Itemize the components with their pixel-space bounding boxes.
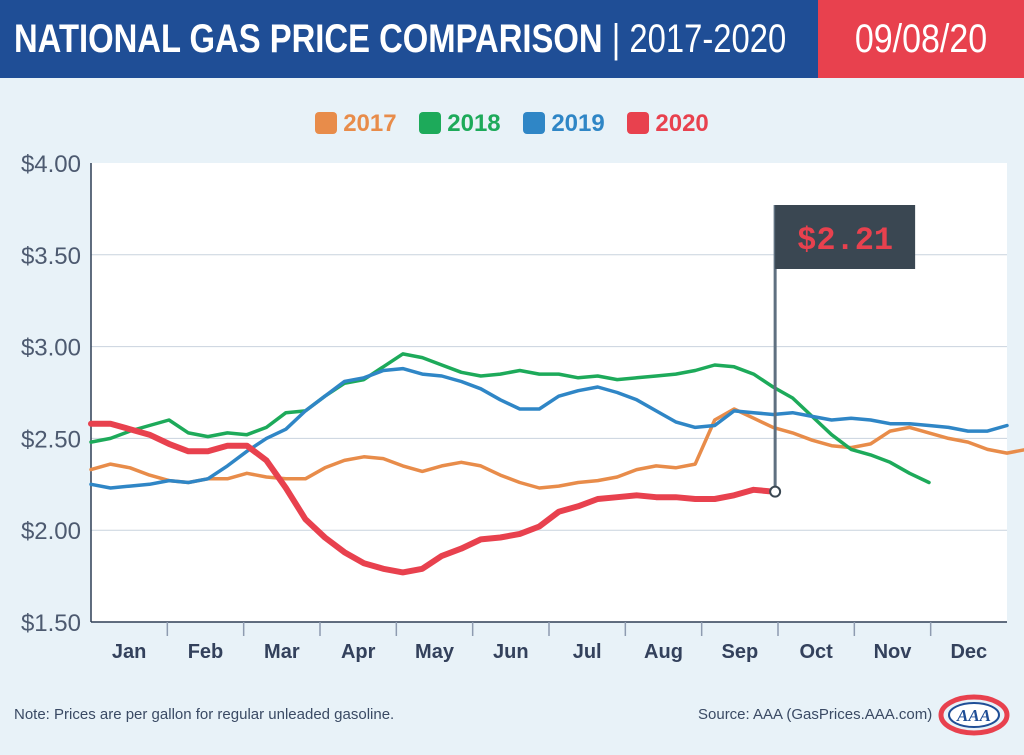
- series-line-2018: [89, 352, 931, 485]
- legend-label-2020: 2020: [655, 110, 709, 137]
- legend-label-2019: 2019: [551, 110, 605, 137]
- aaa-logo: AAA: [938, 694, 1010, 736]
- logo-text: AAA: [956, 706, 991, 725]
- x-tick-label: May: [415, 641, 455, 663]
- legend-item-2017: 2017: [315, 110, 397, 138]
- header-title-bar: NATIONAL GAS PRICE COMPARISON | 2017-202…: [0, 0, 818, 78]
- legend-item-2020: 2020: [627, 110, 709, 138]
- x-tick-label: Jan: [112, 641, 146, 663]
- x-tick-label: Jun: [493, 641, 529, 663]
- legend-swatch-2020: [627, 112, 650, 134]
- current-point-marker: [769, 485, 782, 498]
- chart-legend: 2017 2018 2019 2020: [0, 110, 1024, 138]
- x-tick-label: Dec: [950, 641, 987, 663]
- x-tick-label: Aug: [644, 641, 683, 663]
- x-tick-label: Mar: [264, 641, 300, 663]
- y-tick-label: $3.50: [21, 243, 81, 270]
- legend-label-2017: 2017: [343, 110, 397, 137]
- flag-price-label: $2.21: [797, 222, 893, 259]
- y-tick-label: $2.00: [21, 518, 81, 545]
- legend-label-2018: 2018: [447, 110, 501, 137]
- footnote: Note: Prices are per gallon for regular …: [14, 706, 395, 723]
- legend-swatch-2019: [523, 112, 546, 134]
- flag-box: [775, 205, 916, 269]
- x-tick-label: Jul: [573, 641, 602, 663]
- series-line-2019: [89, 366, 1009, 490]
- page-title: NATIONAL GAS PRICE COMPARISON | 2017-202…: [14, 14, 786, 64]
- legend-item-2018: 2018: [419, 110, 501, 138]
- x-tick-label: Feb: [188, 641, 224, 663]
- header: NATIONAL GAS PRICE COMPARISON | 2017-202…: [0, 0, 1024, 78]
- series-line-2017: [89, 407, 1024, 490]
- legend-swatch-2018: [419, 112, 442, 134]
- source-credit: Source: AAA (GasPrices.AAA.com): [698, 706, 933, 723]
- header-date-bar: 09/08/20: [818, 0, 1024, 78]
- date-label: 09/08/20: [854, 17, 988, 61]
- legend-swatch-2017: [315, 112, 338, 134]
- y-tick-label: $1.50: [21, 610, 81, 637]
- title-separator: |: [611, 17, 621, 61]
- y-tick-label: $4.00: [21, 151, 81, 178]
- y-tick-label: $3.00: [21, 335, 81, 362]
- series-line-2020: [88, 420, 777, 576]
- title-main: NATIONAL GAS PRICE COMPARISON: [14, 17, 603, 61]
- title-years: 2017-2020: [629, 17, 787, 61]
- y-tick-label: $2.50: [21, 426, 81, 453]
- x-tick-label: Sep: [721, 641, 758, 663]
- x-tick-label: Apr: [341, 641, 376, 663]
- x-tick-label: Oct: [799, 641, 833, 663]
- legend-item-2019: 2019: [523, 110, 605, 138]
- x-tick-label: Nov: [874, 641, 913, 663]
